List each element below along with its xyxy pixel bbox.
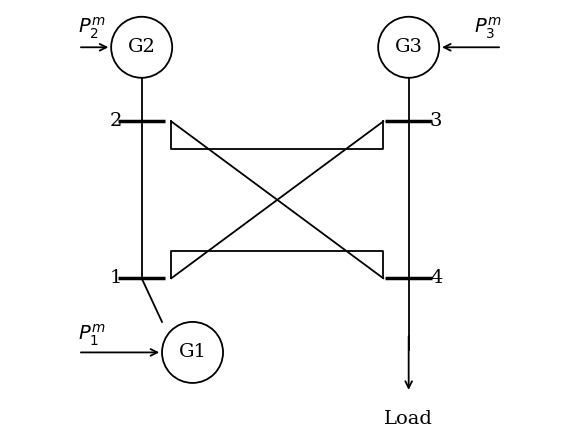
Text: Load: Load	[384, 410, 433, 427]
Text: $P_1^m$: $P_1^m$	[78, 323, 106, 348]
Text: G2: G2	[128, 38, 155, 56]
Text: 2: 2	[110, 112, 122, 131]
Text: 1: 1	[110, 269, 122, 287]
Text: G1: G1	[179, 343, 206, 362]
Text: $P_3^m$: $P_3^m$	[474, 16, 502, 41]
Text: G3: G3	[394, 38, 423, 56]
Text: $P_2^m$: $P_2^m$	[78, 16, 106, 41]
Text: 3: 3	[430, 112, 443, 131]
Text: 4: 4	[430, 269, 443, 287]
